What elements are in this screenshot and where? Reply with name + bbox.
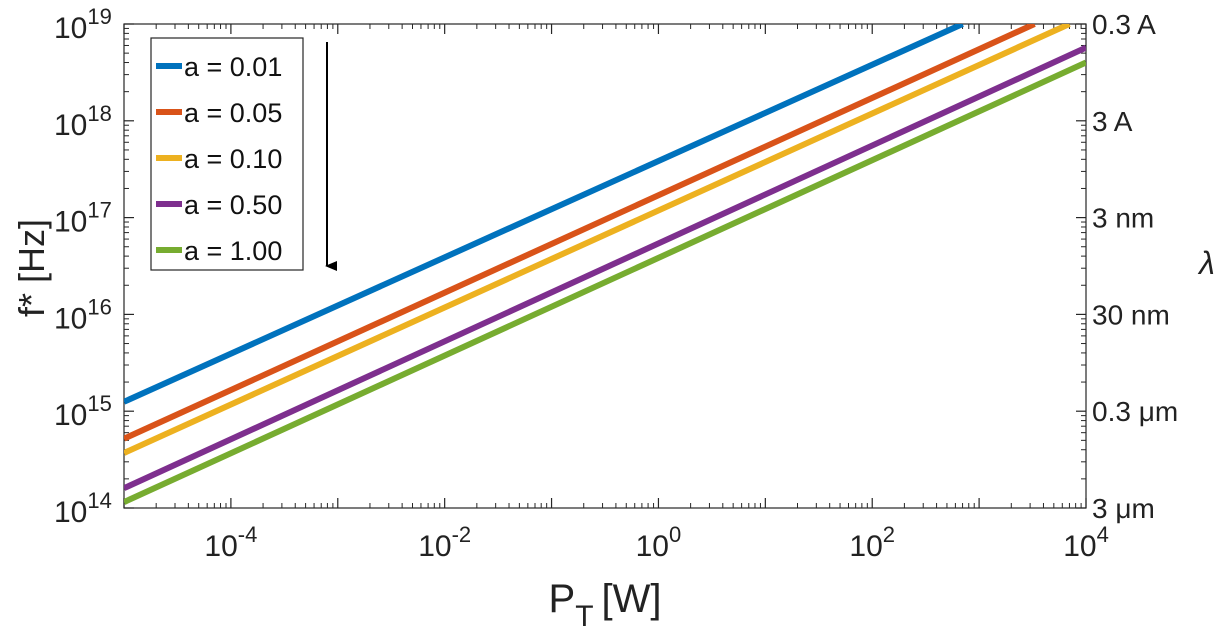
legend-label-3: a = 0.10: [184, 144, 282, 174]
series-line-5: [124, 59, 1086, 505]
x-tick-label: 10-4: [204, 522, 257, 563]
y-tick-label: 1015: [54, 391, 112, 432]
y2-tick-labels: 0.3 A 3 A 3 nm 30 nm 0.3 μm 3 μm: [1092, 9, 1178, 524]
y-tick-labels: 1014 1015 1016 1017 1018 1019: [54, 4, 112, 529]
y-axis-title: f* [Hz]: [11, 219, 52, 317]
legend-label-4: a = 0.50: [184, 190, 282, 220]
y2-tick-label: 3 nm: [1092, 203, 1154, 234]
x-tick-label: 100: [636, 522, 682, 563]
legend-label-2: a = 0.05: [184, 98, 282, 128]
y-tick-label: 1017: [54, 198, 112, 239]
series-line-2: [124, 24, 1036, 442]
x-tick-label: 104: [1063, 522, 1109, 563]
y2-tick-label: 3 μm: [1092, 493, 1155, 524]
x-axis-title: PT [W]: [549, 577, 662, 633]
y2-tick-label: 30 nm: [1092, 299, 1170, 330]
x-tick-labels: 10-4 10-2 100 102 104: [204, 522, 1108, 563]
series-line-4: [124, 44, 1086, 491]
x-tick-label: 10-2: [418, 522, 471, 563]
series-lines: [124, 24, 1086, 505]
y-tick-label: 1019: [54, 4, 112, 45]
x-tick-label: 102: [849, 522, 895, 563]
y-tick-label: 1016: [54, 294, 112, 335]
series-line-1: [124, 24, 964, 405]
y2-tick-label: 0.3 A: [1092, 9, 1156, 40]
legend-label-1: a = 0.01: [184, 52, 282, 82]
y2-tick-label: 3 A: [1092, 106, 1133, 137]
legend-box: [150, 37, 304, 271]
y2-tick-label: 0.3 μm: [1092, 396, 1178, 427]
major-ticks: [123, 23, 1087, 509]
legend: a = 0.01 a = 0.05 a = 0.10 a = 0.50 a = 1.00: [150, 37, 304, 271]
series-line-3: [124, 24, 1071, 456]
legend-label-5: a = 1.00: [184, 236, 282, 266]
plot-frame: [123, 23, 1087, 509]
y2-axis-title: λ: [1197, 245, 1215, 281]
y-tick-label: 1014: [54, 488, 112, 529]
y-tick-label: 1018: [54, 101, 112, 142]
